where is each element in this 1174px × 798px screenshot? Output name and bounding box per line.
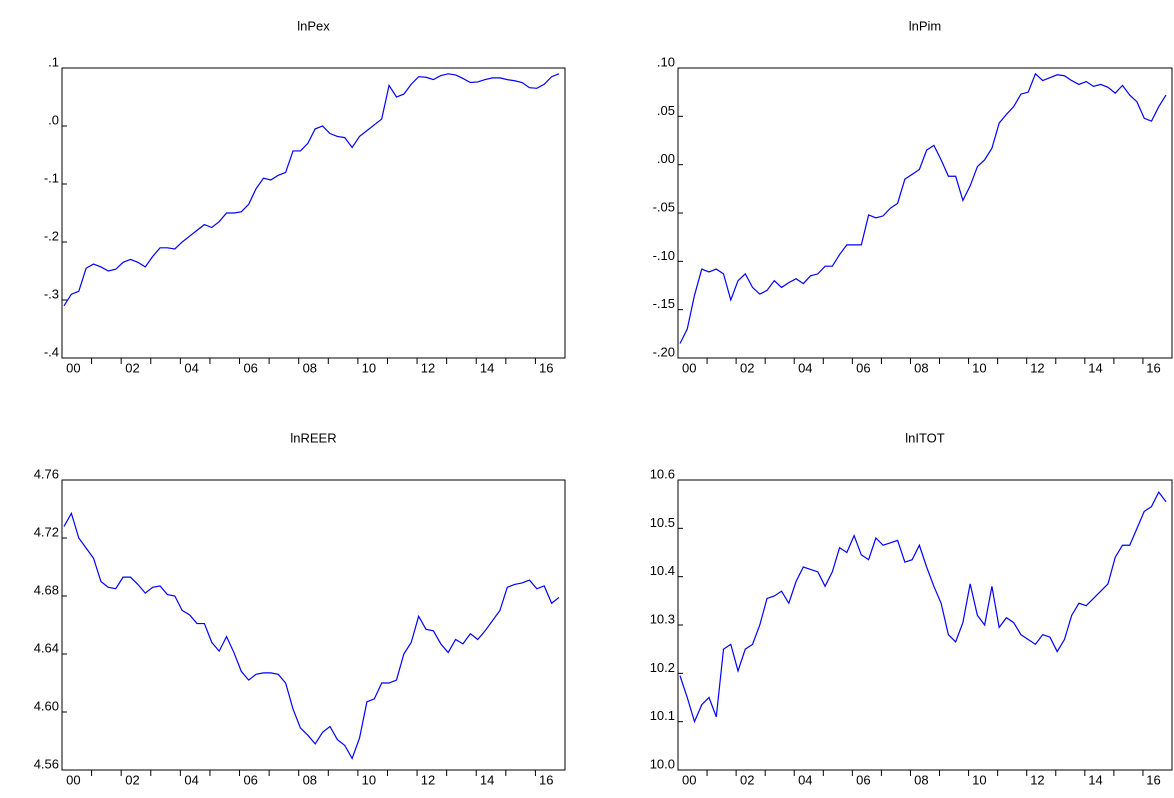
x-tick-label: 16: [539, 360, 553, 375]
y-tick-label: -.3: [44, 286, 59, 301]
x-tick-label: 02: [740, 360, 754, 375]
x-tick-label: 06: [243, 360, 257, 375]
y-tick-label: -.4: [44, 344, 59, 359]
chart-title: lnPim: [909, 18, 942, 33]
x-tick-label: 00: [682, 360, 696, 375]
y-tick-label: 4.76: [34, 466, 59, 481]
y-tick-label: -.1: [44, 170, 59, 185]
x-tick-label: 16: [1146, 360, 1160, 375]
y-tick-label: -.05: [653, 199, 675, 214]
y-tick-label: -.10: [653, 248, 675, 263]
x-tick-label: 08: [303, 360, 317, 375]
data-line: [63, 511, 560, 760]
x-tick-label: 04: [184, 360, 198, 375]
y-tick-label: 4.60: [34, 698, 59, 713]
x-tick-label: 04: [798, 360, 812, 375]
x-tick-label: 10: [972, 360, 986, 375]
x-tick-label: 08: [303, 772, 317, 787]
x-tick-label: 08: [914, 360, 928, 375]
y-tick-label: 10.1: [650, 708, 675, 723]
x-tick-label: 06: [856, 772, 870, 787]
x-tick-label: 10: [362, 360, 376, 375]
x-tick-label: 12: [421, 360, 435, 375]
chart-title: lnPex: [297, 18, 330, 33]
y-tick-label: 4.56: [34, 756, 59, 771]
y-tick-label: -.20: [653, 344, 675, 359]
plot-frame: [677, 479, 1173, 771]
x-tick-label: 12: [1030, 772, 1044, 787]
x-tick-label: 12: [421, 772, 435, 787]
x-tick-label: 14: [480, 772, 494, 787]
y-tick-label: .1: [48, 54, 59, 69]
y-tick-label: .00: [657, 151, 675, 166]
y-tick-label: 4.64: [34, 640, 59, 655]
x-tick-label: 04: [798, 772, 812, 787]
y-tick-label: .0: [48, 112, 59, 127]
x-tick-label: 16: [1146, 772, 1160, 787]
x-tick-label: 10: [362, 772, 376, 787]
x-tick-label: 00: [682, 772, 696, 787]
x-tick-label: 00: [66, 772, 80, 787]
y-tick-label: 10.4: [650, 563, 675, 578]
x-tick-label: 04: [184, 772, 198, 787]
y-tick-label: 4.72: [34, 524, 59, 539]
x-tick-label: 02: [125, 360, 139, 375]
x-tick-label: 10: [972, 772, 986, 787]
y-tick-label: 10.5: [650, 515, 675, 530]
data-line: [679, 490, 1167, 724]
x-tick-label: 02: [740, 772, 754, 787]
plot-frame: [61, 479, 566, 771]
y-tick-label: 10.6: [650, 466, 675, 481]
x-tick-label: 14: [1088, 360, 1102, 375]
plot-frame: [677, 67, 1173, 359]
y-tick-label: .05: [657, 103, 675, 118]
x-tick-label: 16: [539, 772, 553, 787]
y-tick-label: 10.2: [650, 660, 675, 675]
x-tick-label: 12: [1030, 360, 1044, 375]
plot-frame: [61, 67, 566, 359]
x-tick-label: 08: [914, 772, 928, 787]
data-line: [679, 72, 1167, 344]
data-line: [63, 73, 560, 307]
chart-title: lnITOT: [905, 430, 945, 445]
y-tick-label: -.15: [653, 296, 675, 311]
y-tick-label: 4.68: [34, 582, 59, 597]
chart-title: lnREER: [290, 430, 336, 445]
x-tick-label: 00: [66, 360, 80, 375]
y-tick-label: -.2: [44, 228, 59, 243]
y-tick-label: 10.3: [650, 611, 675, 626]
y-tick-label: .10: [657, 54, 675, 69]
x-tick-label: 14: [1088, 772, 1102, 787]
x-tick-label: 14: [480, 360, 494, 375]
y-tick-label: 10.0: [650, 756, 675, 771]
x-tick-label: 02: [125, 772, 139, 787]
x-tick-label: 06: [243, 772, 257, 787]
x-tick-label: 06: [856, 360, 870, 375]
